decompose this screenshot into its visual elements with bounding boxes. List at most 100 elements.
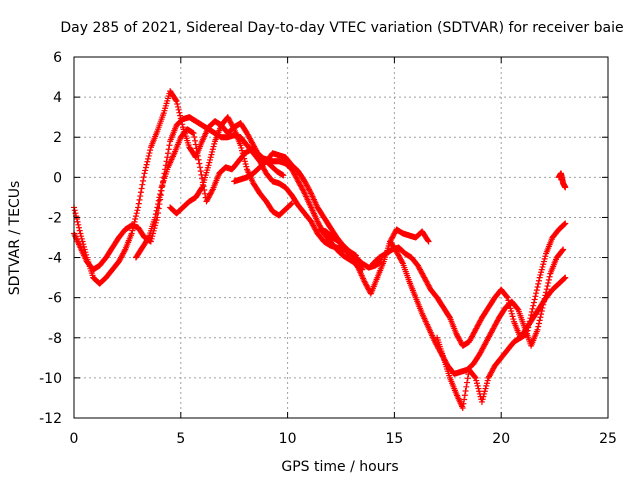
- data-point: [507, 305, 514, 312]
- data-point: [132, 216, 139, 223]
- data-point: [137, 193, 144, 200]
- data-point: [142, 164, 149, 171]
- data-point: [288, 200, 295, 207]
- x-tick-label: 25: [599, 431, 617, 447]
- data-point: [540, 261, 547, 268]
- data-point: [145, 152, 152, 159]
- data-point: [139, 181, 146, 188]
- data-point: [535, 323, 542, 330]
- data-point: [208, 151, 215, 158]
- data-point: [195, 156, 202, 163]
- data-point: [288, 201, 295, 208]
- data-point: [194, 149, 201, 156]
- data-point: [471, 373, 478, 380]
- data-point: [175, 106, 182, 113]
- data-point: [526, 318, 533, 325]
- data-point: [532, 293, 539, 300]
- data-point: [207, 154, 214, 161]
- y-tick-label: -8: [48, 331, 62, 347]
- data-point: [509, 313, 516, 320]
- data-point: [462, 388, 469, 395]
- data-point: [483, 380, 490, 387]
- data-point: [425, 238, 432, 245]
- data-point: [535, 320, 542, 327]
- data-point: [192, 137, 199, 144]
- y-tick-label: -4: [48, 251, 62, 267]
- data-point: [71, 207, 78, 214]
- data-point: [144, 158, 151, 165]
- data-point: [136, 196, 143, 203]
- data-point: [141, 170, 148, 177]
- data-point: [72, 210, 79, 217]
- data-point: [525, 321, 532, 328]
- data-point: [510, 316, 517, 323]
- data-point: [206, 156, 213, 163]
- data-point: [537, 271, 544, 278]
- data-point: [542, 253, 549, 260]
- data-point: [539, 263, 546, 270]
- data-point: [534, 283, 541, 290]
- data-point: [241, 155, 248, 162]
- y-tick-label: -2: [48, 210, 62, 226]
- data-point: [166, 142, 173, 149]
- series-arc-4: [167, 114, 295, 219]
- data-point: [172, 97, 179, 104]
- data-point: [479, 396, 486, 403]
- data-point: [530, 299, 537, 306]
- data-point: [176, 109, 183, 116]
- data-point: [173, 98, 180, 105]
- data-point: [540, 298, 547, 305]
- data-point: [134, 207, 141, 214]
- data-point: [154, 204, 161, 211]
- data-point: [482, 385, 489, 392]
- data-point: [525, 324, 532, 331]
- data-point: [75, 221, 82, 228]
- data-point: [132, 213, 139, 220]
- data-point: [205, 162, 212, 169]
- data-point: [560, 246, 567, 253]
- series-arc-1: [71, 88, 366, 287]
- data-point: [77, 230, 84, 237]
- data-point: [545, 279, 552, 286]
- data-point: [145, 235, 152, 242]
- axes: 0 5 10 15 20 25 -12 -10 -8 -6 -4 -2 0 2 4 6: [39, 50, 617, 447]
- data-point: [243, 163, 250, 170]
- data-point: [545, 276, 552, 283]
- y-tick-label: -10: [39, 371, 62, 387]
- data-point: [210, 143, 217, 150]
- x-axis-label: GPS time / hours: [281, 459, 398, 475]
- data-point: [198, 185, 205, 192]
- data-point: [211, 140, 218, 147]
- data-point: [529, 305, 536, 312]
- data-point: [528, 308, 535, 315]
- data-point: [165, 146, 172, 153]
- y-tick-label: 0: [53, 170, 62, 186]
- y-tick-label: 6: [53, 50, 62, 66]
- data-point: [561, 221, 568, 228]
- data-point: [534, 326, 541, 333]
- data-point: [504, 294, 511, 301]
- data-point: [538, 266, 545, 273]
- data-point: [196, 160, 203, 167]
- x-tick-label: 5: [176, 431, 185, 447]
- data-point: [135, 200, 142, 207]
- data-point: [540, 301, 547, 308]
- series-arc-10: [555, 170, 569, 191]
- data-point: [461, 392, 468, 399]
- data-point: [239, 150, 246, 157]
- data-point: [461, 396, 468, 403]
- data-point: [483, 382, 490, 389]
- data-point: [142, 167, 149, 174]
- data-point: [133, 210, 140, 217]
- plot-frame: [73, 56, 609, 419]
- data-point: [464, 379, 471, 386]
- data-point: [528, 312, 535, 319]
- data-point: [192, 141, 199, 148]
- data-point: [543, 289, 550, 296]
- data-point: [562, 274, 569, 281]
- data-point: [174, 103, 181, 110]
- data-point: [280, 172, 287, 179]
- data-point: [152, 214, 159, 221]
- data-point: [536, 274, 543, 281]
